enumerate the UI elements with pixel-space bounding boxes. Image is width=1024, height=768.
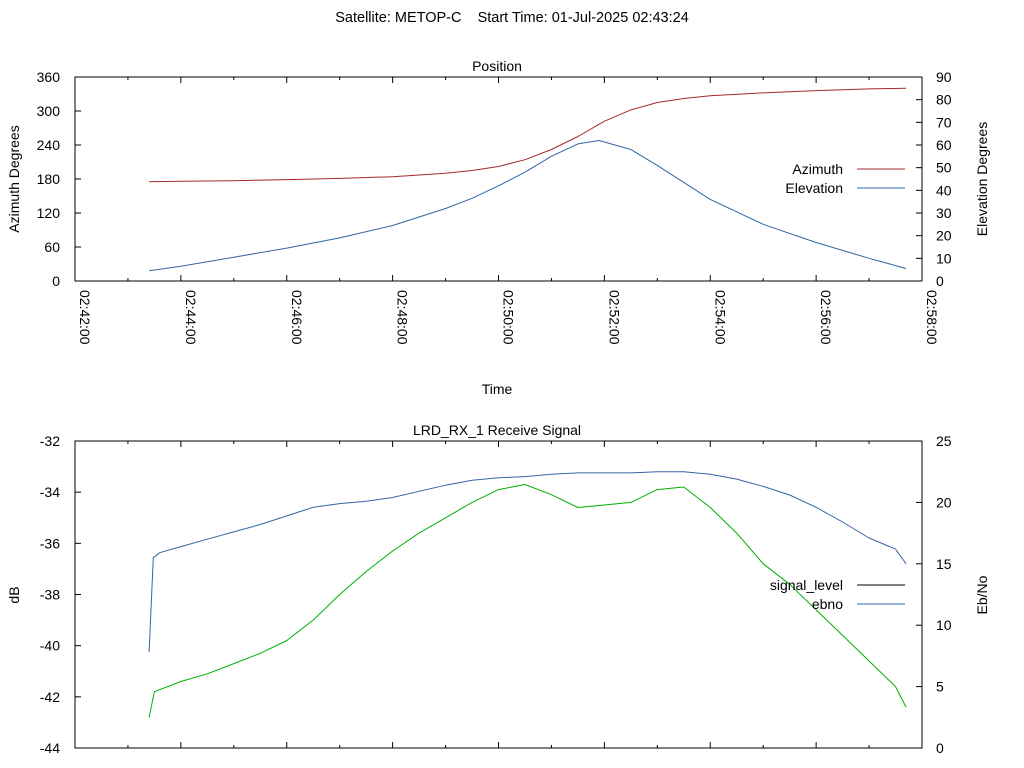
y2-tick-label: 80 — [936, 92, 952, 108]
legend-label-Elevation: Elevation — [785, 180, 843, 196]
y-tick-label: -44 — [40, 740, 60, 756]
y-tick-label: 60 — [44, 239, 60, 255]
db-axis-title: dB — [6, 586, 22, 603]
series-line-ebno — [148, 471, 907, 653]
elevation-axis-title: Elevation Degrees — [974, 122, 990, 236]
y-tick-label: 120 — [37, 205, 61, 221]
y-tick-label: 360 — [37, 69, 61, 85]
legend-label-ebno: ebno — [812, 596, 843, 612]
x-tick-label: 02:56:00 — [818, 290, 834, 345]
y2-tick-label: 40 — [936, 182, 952, 198]
y2-tick-label: 15 — [936, 556, 952, 572]
x-tick-label: 02:50:00 — [501, 290, 517, 345]
plot-frame — [74, 440, 923, 749]
position-chart-title: Position — [472, 58, 522, 74]
series-line-signal_level — [148, 484, 907, 718]
y-tick-label: -38 — [40, 587, 60, 603]
y2-tick-label: 50 — [936, 160, 952, 176]
y-tick-label: -42 — [40, 689, 60, 705]
y2-tick-label: 5 — [936, 679, 944, 695]
y2-tick-label: 90 — [936, 69, 952, 85]
x-tick-label: 02:44:00 — [183, 290, 199, 345]
ebno-axis-title: Eb/No — [974, 575, 990, 614]
series-line-Elevation — [149, 140, 907, 272]
y-tick-label: -34 — [40, 484, 60, 500]
y-tick-label: -40 — [40, 638, 60, 654]
receive-signal-chart: LRD_RX_1 Receive Signal dB Eb/No -44 -42 -… — [6, 422, 990, 756]
plot-frame — [74, 76, 923, 282]
x-tick-label: 02:48:00 — [395, 290, 411, 345]
y-tick-label: 300 — [37, 103, 61, 119]
time-axis-title: Time — [482, 381, 513, 397]
position-chart: Position Azimuth Degrees Elevation Degre… — [6, 58, 990, 397]
legend-label-signal_level: signal_level — [770, 577, 843, 593]
page-title: Satellite: METOP-C Start Time: 01-Jul-20… — [335, 10, 689, 26]
x-tick-label: 02:54:00 — [712, 290, 728, 345]
y2-tick-label: 10 — [936, 250, 952, 266]
y2-tick-label: 70 — [936, 114, 952, 130]
x-tick-label: 02:52:00 — [606, 290, 622, 345]
legend-label-Azimuth: Azimuth — [792, 161, 843, 177]
y-tick-label: -36 — [40, 535, 60, 551]
y2-tick-label: 0 — [936, 273, 944, 289]
y-tick-label: -32 — [40, 433, 60, 449]
y-tick-label: 0 — [52, 273, 60, 289]
y2-tick-label: 0 — [936, 740, 944, 756]
x-tick-label: 02:46:00 — [289, 290, 305, 345]
y2-tick-label: 60 — [936, 137, 952, 153]
y2-tick-label: 20 — [936, 228, 952, 244]
x-tick-label: 02:58:00 — [924, 290, 940, 345]
y-tick-label: 180 — [37, 171, 61, 187]
x-tick-label: 02:42:00 — [77, 290, 93, 345]
series-line-Azimuth — [149, 87, 907, 183]
y2-tick-label: 10 — [936, 617, 952, 633]
azimuth-axis-title: Azimuth Degrees — [6, 125, 22, 232]
y-tick-label: 240 — [37, 137, 61, 153]
y2-tick-label: 30 — [936, 205, 952, 221]
y2-tick-label: 20 — [936, 494, 952, 510]
y2-tick-label: 25 — [936, 433, 952, 449]
receive-signal-chart-title: LRD_RX_1 Receive Signal — [413, 422, 581, 438]
